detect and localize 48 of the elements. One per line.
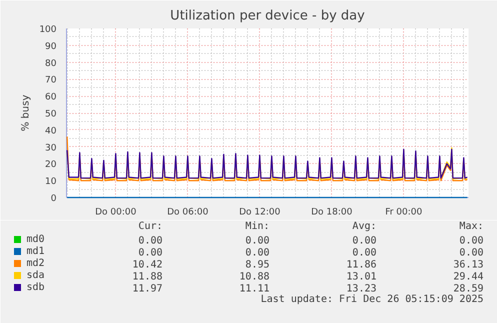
- x-tick-label: Do 00:00: [95, 208, 137, 218]
- text: 13.01: [346, 272, 377, 282]
- y-tick-label: 50: [45, 110, 57, 120]
- x-tick-label: Do 18:00: [311, 208, 353, 218]
- legend-label: sdb: [26, 282, 45, 293]
- chart-title: Utilization per device - by day: [170, 8, 366, 24]
- y-tick-label: 0: [50, 194, 57, 204]
- y-tick-label: 10: [45, 177, 57, 188]
- y-axis-title: % busy: [20, 94, 32, 132]
- text: 0.00: [245, 236, 270, 246]
- text: 0.00: [352, 236, 377, 246]
- y-tick-label: 70: [45, 76, 57, 86]
- text: 13.23: [346, 284, 377, 294]
- text: 0.00: [352, 248, 377, 258]
- y-tick-label: 60: [45, 92, 57, 103]
- text: 29.44: [453, 272, 484, 282]
- text: Last update: Fri Dec 26 05:15:09 2025: [260, 294, 484, 305]
- x-tick-label: Fr 00:00: [385, 208, 422, 218]
- text: 8.95: [245, 260, 270, 270]
- text: 0.00: [245, 248, 270, 258]
- y-tick-label: 30: [45, 143, 57, 154]
- text: 11.86: [346, 260, 377, 270]
- text: 0.00: [138, 236, 163, 246]
- text: 11.88: [132, 272, 163, 282]
- y-tick-label: 40: [45, 126, 57, 136]
- x-tick-label: Do 12:00: [239, 208, 281, 218]
- text: 28.59: [453, 284, 484, 294]
- text: Max:: [459, 221, 484, 232]
- text: 0.00: [459, 236, 484, 246]
- y-tick-label: 20: [45, 160, 57, 170]
- legend-label: md0: [26, 234, 45, 245]
- text: Min:: [245, 221, 270, 232]
- text: 10.42: [132, 260, 163, 270]
- y-tick-label: 80: [45, 58, 57, 69]
- text: 0.00: [459, 248, 484, 258]
- y-tick-label: 90: [45, 42, 57, 52]
- text: 10.88: [239, 272, 270, 282]
- legend-label: md1: [26, 246, 45, 257]
- y-tick-label: 100: [39, 25, 57, 35]
- text: 0.00: [138, 248, 163, 258]
- text: Avg:: [352, 221, 377, 232]
- legend-label: sda: [26, 270, 45, 281]
- x-tick-label: Do 06:00: [167, 208, 209, 218]
- text: 11.11: [239, 284, 270, 294]
- text: 11.97: [132, 284, 163, 294]
- text: Cur:: [138, 221, 163, 232]
- text: 36.13: [453, 260, 484, 270]
- legend-label: md2: [26, 258, 45, 269]
